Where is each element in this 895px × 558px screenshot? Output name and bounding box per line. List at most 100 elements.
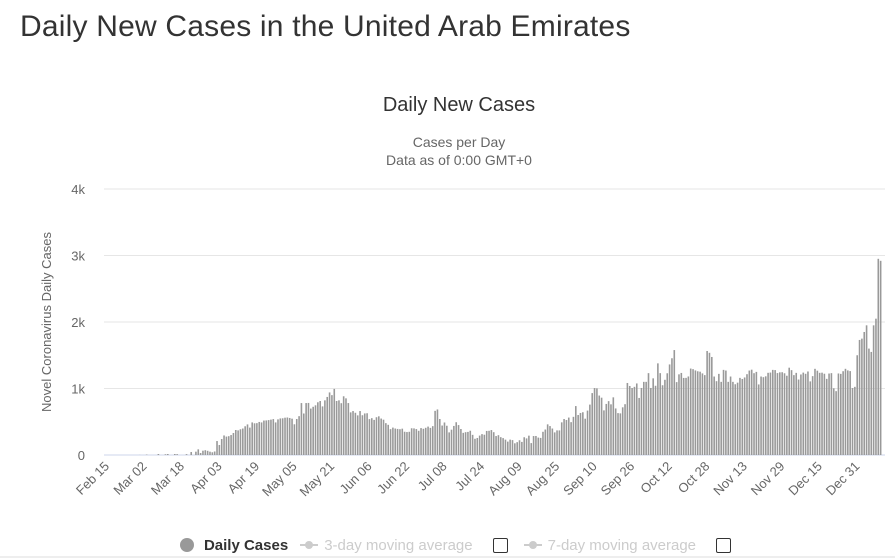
bar (715, 381, 718, 455)
bar (333, 388, 336, 455)
bar (687, 376, 690, 455)
bar (256, 423, 258, 455)
bar (443, 422, 446, 455)
x-tick-label: Nov 29 (748, 459, 788, 499)
bar (718, 373, 720, 455)
bar (849, 371, 851, 455)
bar (455, 422, 458, 455)
bar (483, 434, 486, 455)
bar (349, 412, 352, 455)
bar (706, 350, 708, 455)
bar (755, 371, 758, 456)
bar (265, 420, 268, 455)
bar (703, 375, 706, 455)
bar (689, 368, 692, 455)
bar (774, 370, 776, 455)
bar (401, 428, 404, 455)
bar (678, 374, 680, 455)
bar (305, 403, 307, 455)
bar (628, 385, 631, 455)
bar (647, 373, 650, 455)
bar (195, 451, 197, 455)
bar (565, 420, 568, 455)
page-title: Daily New Cases in the United Arab Emira… (20, 10, 631, 43)
bar (870, 351, 873, 455)
bar (403, 431, 406, 455)
bar (696, 371, 699, 455)
bar (429, 427, 432, 455)
bar (272, 419, 275, 455)
bar (270, 419, 272, 455)
bar (279, 418, 282, 455)
bar (389, 429, 392, 455)
bar (434, 410, 436, 455)
legend: Daily Cases 3-day moving average 7-day m… (0, 535, 895, 555)
bar (802, 372, 805, 455)
bar (764, 376, 767, 455)
y-tick-label: 1k (71, 382, 85, 397)
bar (657, 363, 659, 455)
bar (328, 392, 331, 455)
x-tick-label: Oct 12 (637, 459, 675, 497)
bar (267, 420, 270, 455)
bar (694, 370, 697, 455)
bar (199, 453, 202, 455)
bar (722, 369, 725, 455)
chart-title: Daily New Cases (383, 94, 535, 116)
y-tick-label: 0 (78, 448, 85, 463)
bar (767, 372, 769, 455)
chart-subtitle-2: Data as of 0:00 GMT+0 (386, 152, 532, 168)
bar (495, 436, 497, 455)
x-tick-label: Jul 24 (452, 459, 487, 494)
legend-item-3-day-average[interactable]: 3-day moving average (300, 537, 473, 554)
7-day-average-checkbox[interactable] (716, 537, 732, 553)
bar (288, 417, 291, 455)
bar (284, 417, 286, 455)
bar (209, 451, 211, 455)
bar (417, 430, 420, 455)
bar (563, 419, 565, 455)
3-day-average-checkbox[interactable] (492, 537, 508, 553)
bar (572, 416, 575, 455)
bar (474, 438, 476, 455)
bar (408, 431, 411, 455)
line-marker-icon (300, 540, 319, 550)
bar (335, 401, 338, 455)
bar (783, 373, 786, 455)
y-tick-label: 2k (71, 315, 85, 330)
bar (354, 412, 357, 455)
bar (807, 371, 809, 455)
x-tick-label: Jul 08 (415, 459, 450, 494)
bar (438, 419, 441, 455)
x-tick-label: Sep 10 (560, 459, 600, 499)
bar (832, 388, 835, 455)
x-tick-label: Dec 31 (823, 459, 863, 499)
bar (396, 428, 399, 455)
bar (232, 432, 235, 455)
bar (861, 338, 863, 456)
bar (164, 454, 167, 455)
bar (197, 449, 200, 455)
bar (427, 426, 429, 455)
x-tick-label: May 05 (259, 459, 300, 500)
x-tick-label: Jun 06 (337, 459, 375, 497)
bar (368, 419, 371, 455)
y-tick-label: 3k (71, 249, 85, 264)
bar (685, 377, 687, 455)
bar (635, 383, 638, 455)
bar (310, 408, 312, 455)
legend-item-7-day-average[interactable]: 7-day moving average (523, 537, 696, 554)
bar (551, 428, 554, 455)
legend-item-daily-cases[interactable]: Daily Cases (179, 537, 288, 554)
bar (469, 430, 472, 455)
bar (249, 427, 251, 455)
bar (420, 428, 422, 455)
bar (734, 384, 737, 455)
bar (246, 424, 249, 455)
bar (392, 427, 394, 455)
bar (607, 401, 610, 455)
bar (413, 428, 415, 455)
bar (223, 435, 225, 455)
divider (0, 556, 895, 558)
bar (490, 430, 493, 455)
